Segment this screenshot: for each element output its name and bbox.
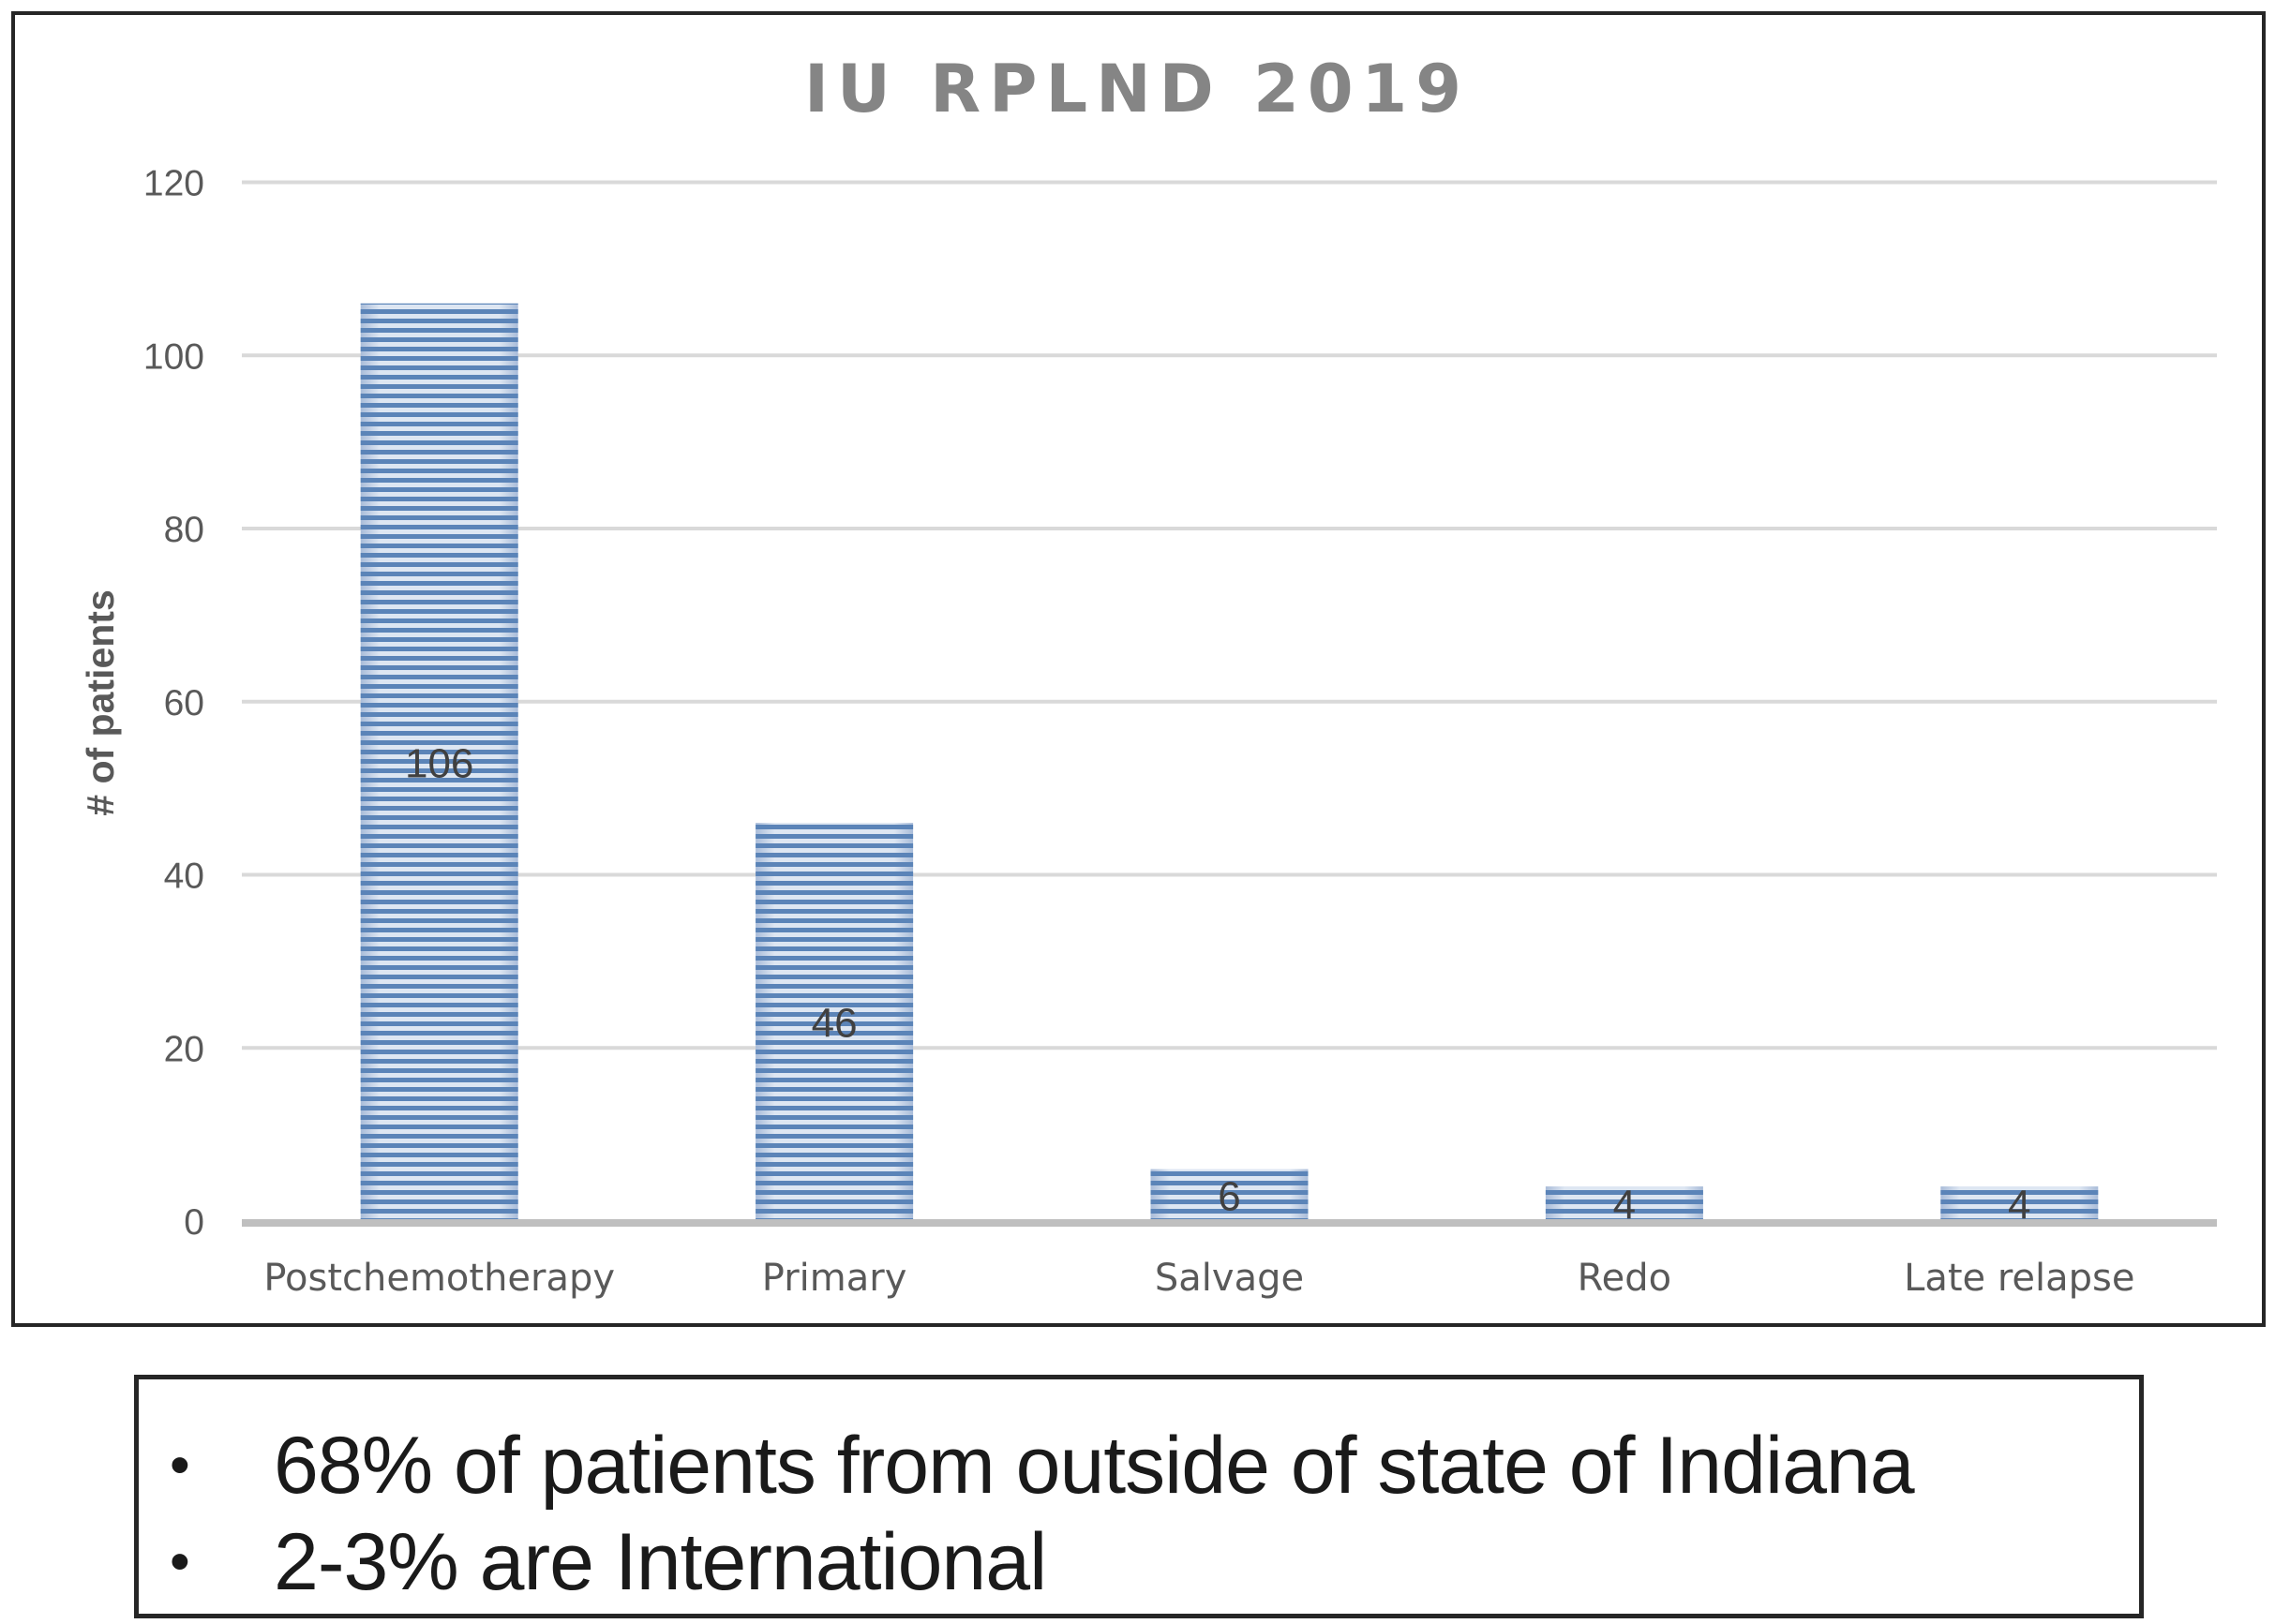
data-label: 4 [1613,1183,1636,1229]
y-tick-label: 0 [184,1202,204,1243]
data-label: 6 [1218,1173,1240,1219]
y-tick-label: 120 [143,164,204,204]
bullet-icon: • [170,1433,190,1497]
bar-stripes [1940,1186,2099,1221]
data-label: 106 [405,740,473,786]
x-category-label: Late relapse [1904,1257,2134,1300]
y-tick-label: 20 [164,1029,204,1069]
bar-stripes [360,303,518,1221]
bar-primary [756,823,914,1221]
bar-stripes [1150,1169,1309,1221]
gridlines [242,180,2217,1050]
notes-box: • 68% of patients from outside of state … [134,1375,2144,1618]
y-axis-label: # of patients [79,589,122,815]
bar-redo [1545,1186,1703,1221]
y-tick-label: 100 [143,336,204,377]
data-labels: 106 46 6 4 4 [405,740,2031,1228]
y-tick-label: 80 [164,510,204,550]
data-label: 46 [812,1001,858,1047]
bar-stripes [756,823,914,1221]
x-category-label: Salvage [1155,1257,1304,1300]
bar-stripes [1545,1186,1703,1221]
x-axis-categories: Postchemotherapy Primary Salvage Redo Late r… [263,1257,2134,1300]
bar-postchemotherapy [360,303,518,1221]
bar-late-relapse [1940,1186,2099,1221]
x-category-label: Primary [762,1257,907,1300]
bar-salvage [1150,1169,1309,1221]
note-text: 68% of patients from outside of state of… [274,1421,1915,1511]
bar-chart: IU RPLND 2019 # of patients 0 20 40 60 80 100… [79,51,2217,1300]
bullet-icon: • [170,1529,190,1594]
y-tick-label: 60 [164,683,204,723]
x-category-label: Redo [1578,1257,1671,1300]
x-category-label: Postchemotherapy [263,1257,615,1300]
y-axis-ticks: 0 20 40 60 80 100 120 [143,164,204,1244]
data-label: 4 [2008,1183,2030,1229]
bars [360,303,2099,1221]
y-tick-label: 40 [164,857,204,897]
note-text: 2-3% are International [274,1517,1047,1607]
chart-title: IU RPLND 2019 [804,51,1470,127]
